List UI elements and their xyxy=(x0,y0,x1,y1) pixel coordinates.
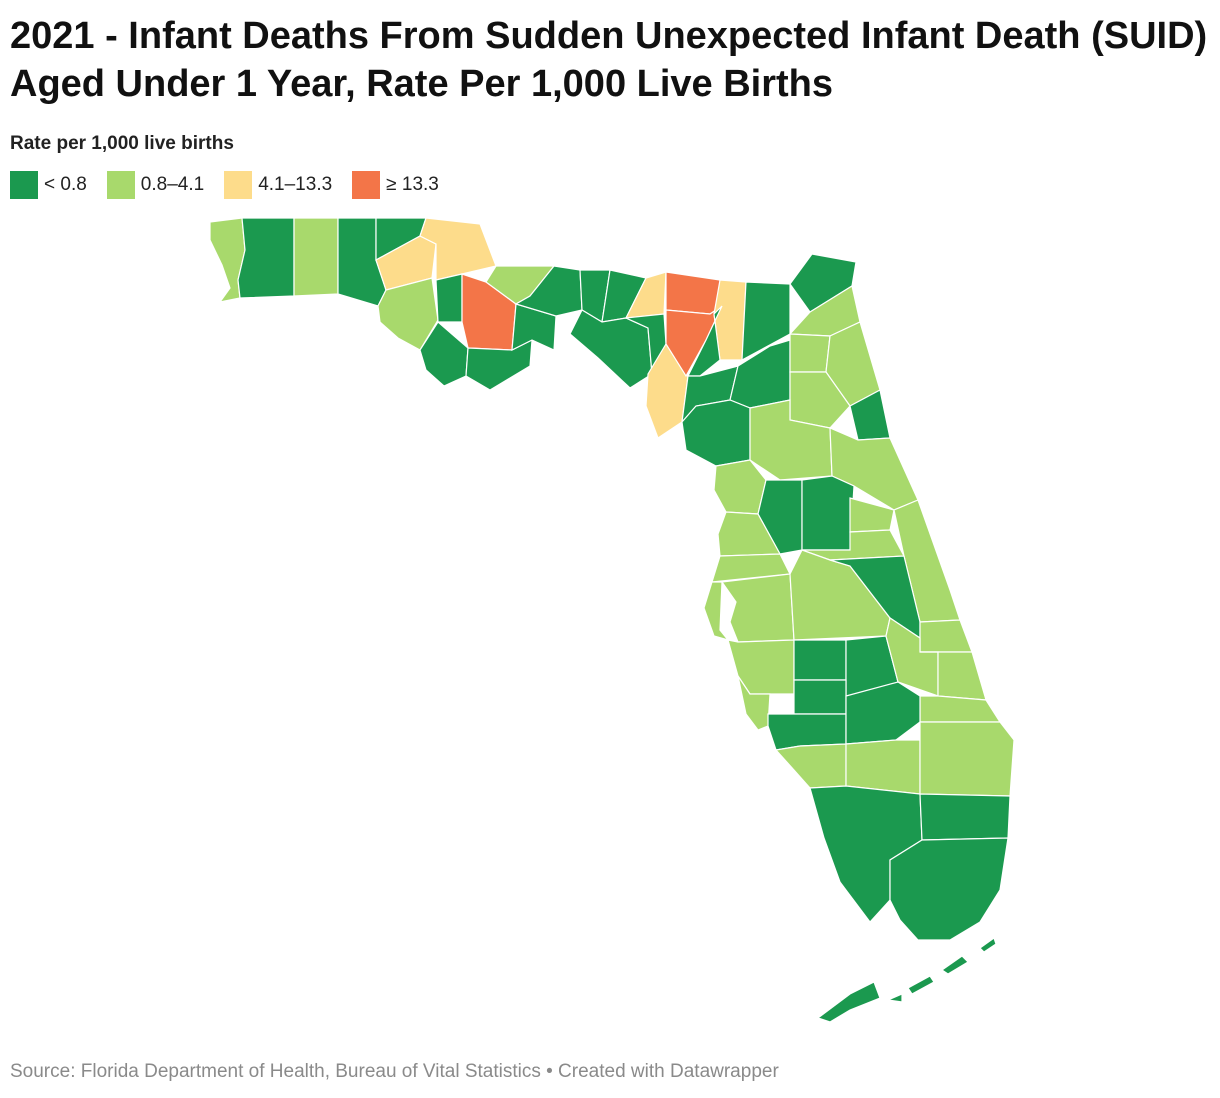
county-washington[interactable] xyxy=(375,235,437,291)
legend-item: ≥ 13.3 xyxy=(352,171,439,199)
legend-swatch xyxy=(224,171,253,199)
legend-label: ≥ 13.3 xyxy=(386,174,439,195)
county-okaloosa[interactable] xyxy=(293,217,339,297)
county-calhoun[interactable] xyxy=(435,273,463,323)
county-citrus[interactable] xyxy=(713,459,767,515)
legend-title: Rate per 1,000 live births xyxy=(10,133,234,154)
source-note: Source: Florida Department of Health, Bu… xyxy=(10,1061,779,1082)
county-palm-beach[interactable] xyxy=(919,721,1015,797)
legend-label: < 0.8 xyxy=(44,174,87,195)
county-clay[interactable] xyxy=(789,333,831,373)
county-martin[interactable] xyxy=(919,695,1002,723)
county-monroe[interactable] xyxy=(816,937,997,1023)
county-broward[interactable] xyxy=(919,793,1011,841)
county-indian-river[interactable] xyxy=(919,619,973,653)
county-desoto[interactable] xyxy=(793,679,847,715)
county-santa-rosa[interactable] xyxy=(237,217,295,299)
legend: < 0.8 0.8–4.1 4.1–13.3 ≥ 13.3 xyxy=(10,171,459,199)
county-lake[interactable] xyxy=(801,475,855,551)
legend-swatch xyxy=(352,171,381,199)
county-manatee[interactable] xyxy=(727,639,795,695)
florida-county-map xyxy=(209,217,1015,1023)
legend-item: 0.8–4.1 xyxy=(106,171,205,199)
legend-swatch xyxy=(106,171,135,199)
county-levy[interactable] xyxy=(681,399,751,467)
legend-swatch xyxy=(10,171,38,199)
chart-title: 2021 - Infant Deaths From Sudden Unexpec… xyxy=(10,15,1208,105)
county-miami-dade[interactable] xyxy=(889,837,1009,941)
county-pinellas[interactable] xyxy=(703,581,730,642)
county-hillsborough[interactable] xyxy=(720,573,795,643)
legend-item: < 0.8 xyxy=(10,171,87,199)
county-hardee[interactable] xyxy=(793,639,847,681)
legend-item: 4.1–13.3 xyxy=(224,171,332,199)
county-lafayette[interactable] xyxy=(665,271,723,315)
county-baker[interactable] xyxy=(713,279,747,361)
legend-label: 0.8–4.1 xyxy=(140,174,205,195)
county-lee[interactable] xyxy=(774,743,847,789)
county-nassau[interactable] xyxy=(789,253,857,313)
county-hendry[interactable] xyxy=(845,739,921,795)
legend-label: 4.1–13.3 xyxy=(258,174,333,195)
